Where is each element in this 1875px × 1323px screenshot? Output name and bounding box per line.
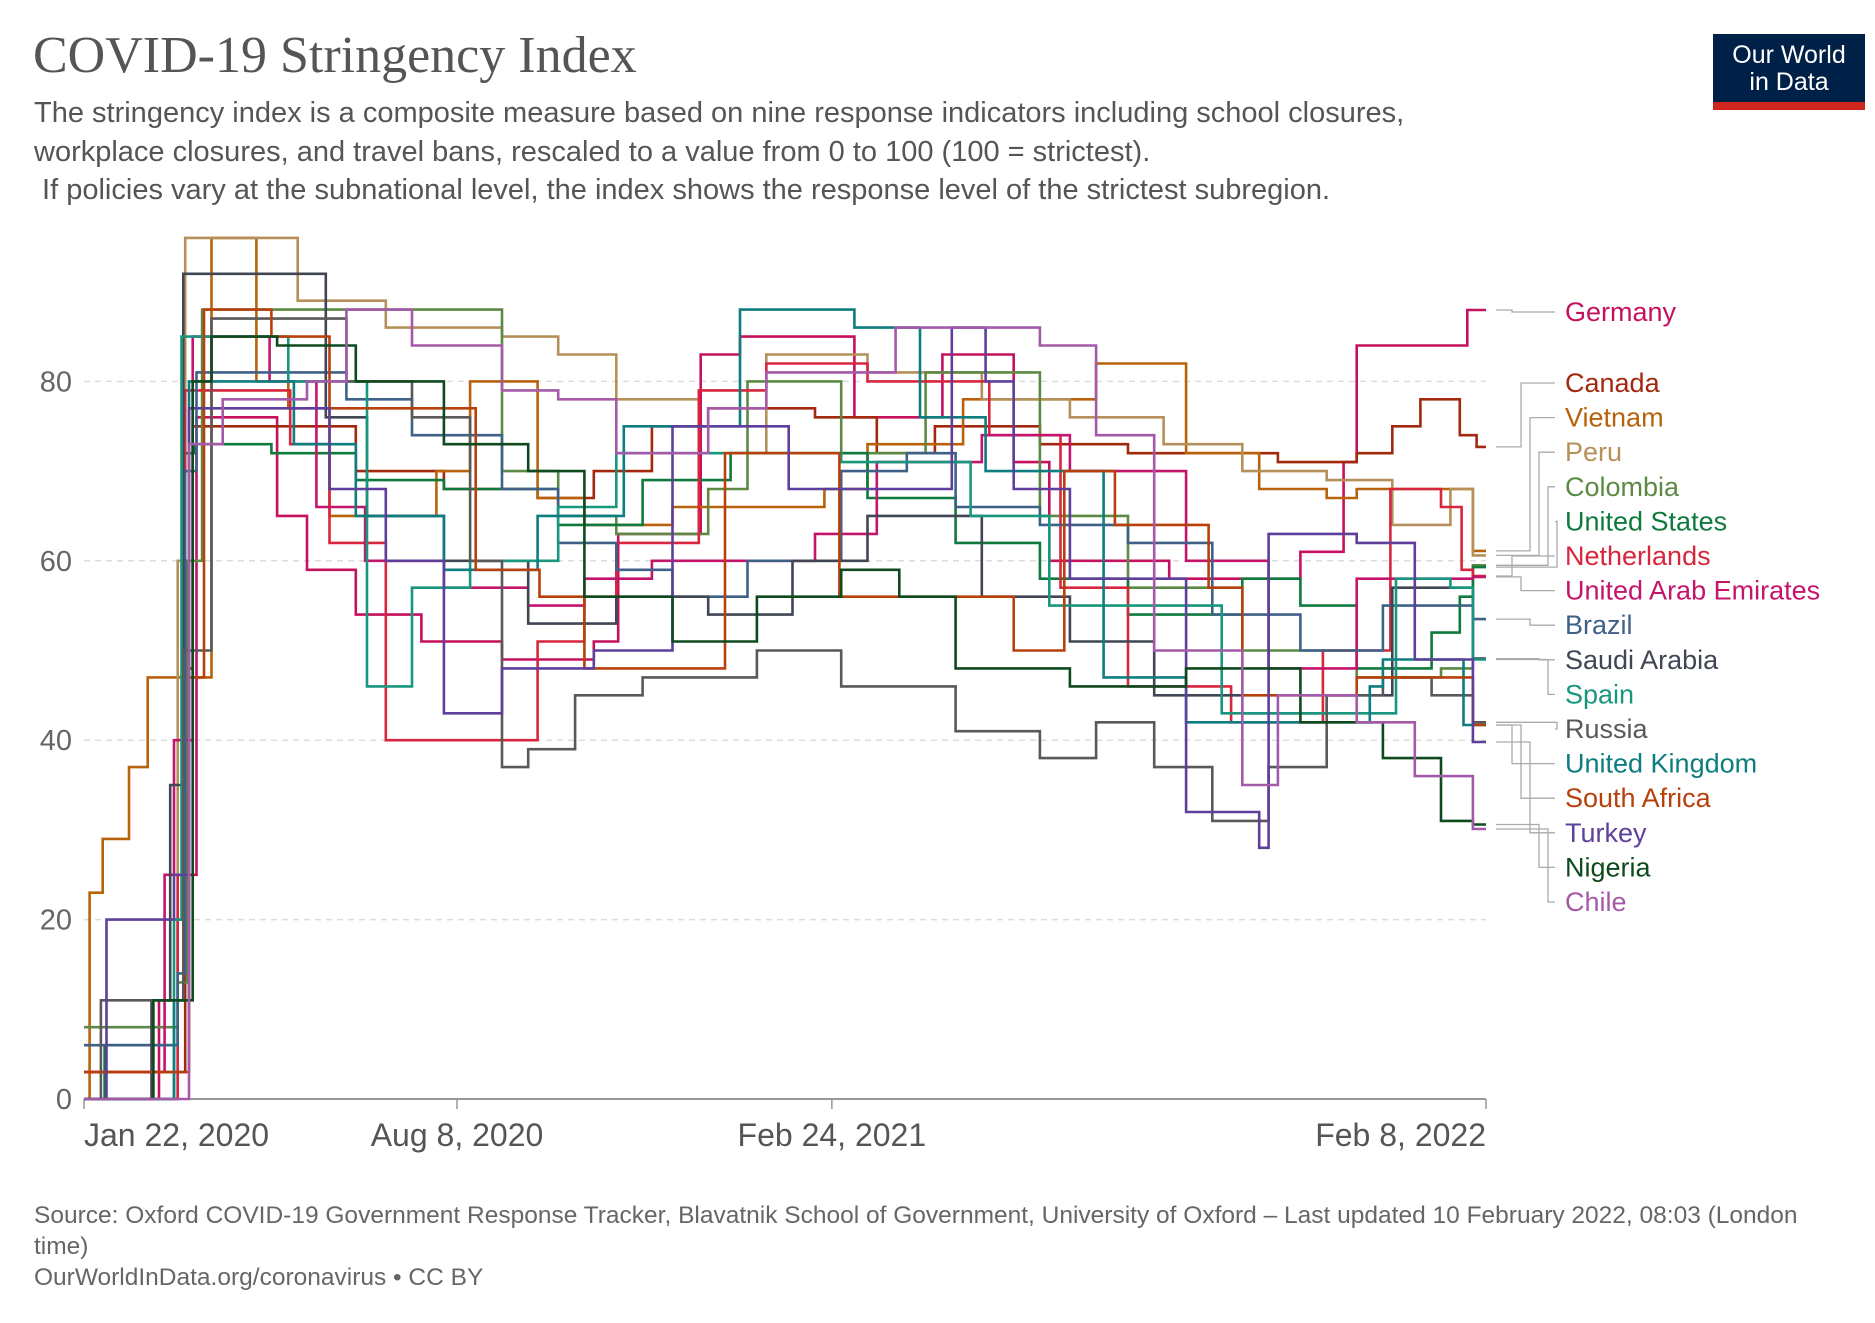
legend-label-saudi-arabia: Saudi Arabia xyxy=(1565,645,1719,675)
series-line-germany xyxy=(84,308,1486,1101)
subtitle-line: workplace closures, and travel bans, res… xyxy=(34,135,1151,168)
legend-label-russia: Russia xyxy=(1565,714,1649,744)
legend-connector xyxy=(1496,486,1555,566)
legend-connector xyxy=(1496,382,1555,448)
logo-line: Our World xyxy=(1732,41,1846,69)
x-tick-label: Aug 8, 2020 xyxy=(371,1117,544,1153)
legend-label-netherlands: Netherlands xyxy=(1565,541,1711,571)
series-line-nigeria xyxy=(84,335,1486,1101)
series-line-turkey xyxy=(84,326,1486,1101)
legend-connector xyxy=(1496,576,1555,592)
y-tick-label: 60 xyxy=(40,546,72,578)
chart-footer: Source: Oxford COVID-19 Government Respo… xyxy=(34,1200,1834,1293)
y-tick-label: 0 xyxy=(56,1084,72,1116)
chart-subtitle: The stringency index is a composite meas… xyxy=(34,94,1594,210)
legend-label-peru: Peru xyxy=(1565,437,1622,467)
legend-connector xyxy=(1496,741,1555,834)
series-line-united-states xyxy=(84,442,1486,1101)
series-line-united-arab-emirates xyxy=(84,335,1486,1074)
y-tick-label: 80 xyxy=(40,366,72,398)
legend-connector xyxy=(1496,721,1558,730)
owid-logo[interactable]: Our World in Data xyxy=(1713,34,1865,110)
series-line-united-kingdom xyxy=(84,308,1486,1101)
legend-connector xyxy=(1496,724,1555,799)
series-line-vietnam xyxy=(84,236,1486,1101)
legend-label-spain: Spain xyxy=(1565,679,1634,709)
legend-connector xyxy=(1496,658,1555,696)
legend-connector xyxy=(1496,520,1558,568)
legend-label-germany: Germany xyxy=(1565,297,1677,327)
legend-connector xyxy=(1496,724,1555,765)
x-tick-label: Feb 24, 2021 xyxy=(738,1117,927,1153)
legend-label-united-kingdom: United Kingdom xyxy=(1565,749,1757,779)
legend-label-south-africa: South Africa xyxy=(1565,783,1712,813)
legend-connector xyxy=(1496,618,1555,626)
legend-label-united-states: United States xyxy=(1565,506,1727,536)
series-line-brazil xyxy=(84,371,1486,1047)
series-line-chile xyxy=(84,308,1486,1101)
y-tick-label: 20 xyxy=(40,905,72,937)
subtitle-line: The stringency index is a composite meas… xyxy=(34,97,1405,129)
logo-line: in Data xyxy=(1749,68,1829,96)
series-line-south-africa xyxy=(84,308,1486,1074)
legend-connector xyxy=(1496,828,1555,903)
legend-connector xyxy=(1496,309,1555,313)
chart-title: COVID-19 Stringency Index xyxy=(33,27,637,84)
x-tick-label: Jan 22, 2020 xyxy=(84,1117,269,1153)
legend-label-nigeria: Nigeria xyxy=(1565,852,1652,882)
source-link[interactable]: OurWorldInData.org/coronavirus • CC BY xyxy=(34,1264,484,1291)
legend-connector xyxy=(1496,451,1555,557)
x-tick-label: Feb 8, 2022 xyxy=(1315,1117,1486,1153)
source-note: Source: Oxford COVID-19 Government Respo… xyxy=(34,1202,1798,1260)
legend-connector xyxy=(1496,823,1555,869)
series-line-spain xyxy=(84,335,1486,1101)
y-tick-label: 40 xyxy=(40,725,72,757)
series-line-canada xyxy=(84,398,1486,1074)
legend-label-chile: Chile xyxy=(1565,887,1627,917)
legend-label-united-arab-emirates: United Arab Emirates xyxy=(1565,576,1820,606)
legend-connector xyxy=(1496,416,1555,552)
series-line-netherlands xyxy=(84,362,1486,1101)
legend-label-turkey: Turkey xyxy=(1565,818,1647,848)
legend-connector xyxy=(1496,555,1555,577)
series-line-russia xyxy=(84,317,1486,1101)
legend-label-brazil: Brazil xyxy=(1565,610,1633,640)
subtitle-line: If policies vary at the subnational leve… xyxy=(34,174,1331,206)
legend-label-canada: Canada xyxy=(1565,368,1661,398)
legend-label-colombia: Colombia xyxy=(1565,472,1680,502)
legend-label-vietnam: Vietnam xyxy=(1565,403,1664,433)
